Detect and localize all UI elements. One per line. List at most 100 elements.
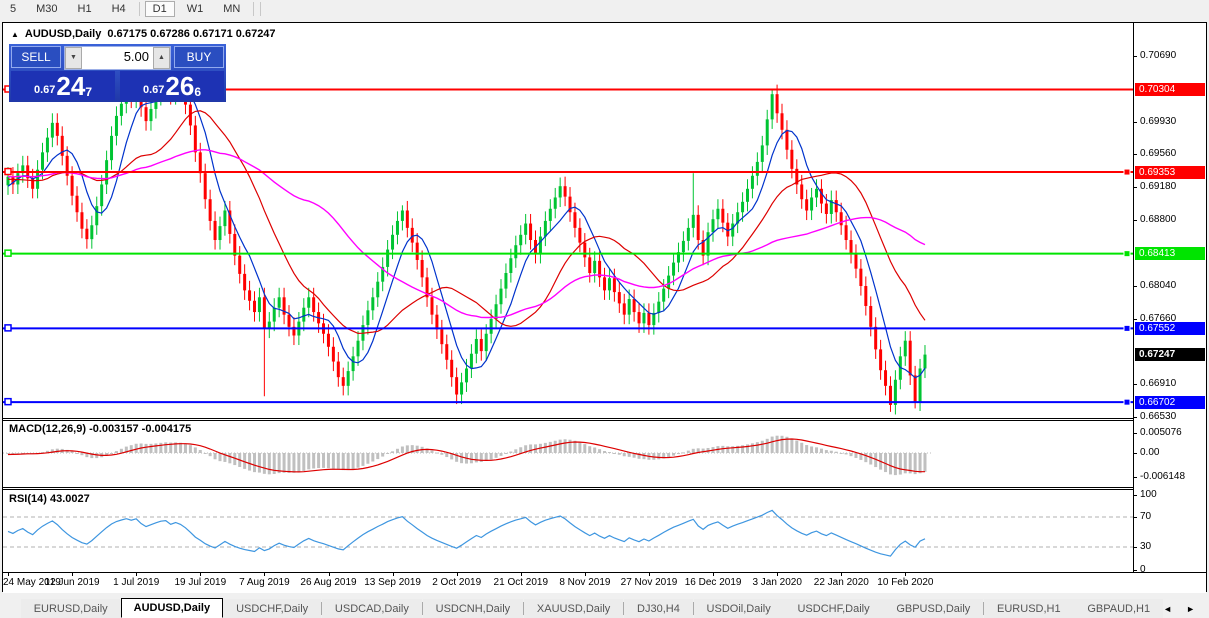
- price-axis-tick: [1133, 286, 1137, 288]
- tab-scroll-left-icon[interactable]: ◄: [1163, 604, 1173, 614]
- level-line-right-marker[interactable]: [1123, 324, 1131, 332]
- tab-usdchf-daily[interactable]: USDCHF,Daily: [784, 599, 883, 618]
- buy-price-display[interactable]: 0.67 26 6: [120, 71, 224, 100]
- tab-dj30-h4[interactable]: DJ30,H4: [624, 599, 693, 618]
- timeframe-button-w1[interactable]: W1: [186, 3, 204, 15]
- sell-price-display[interactable]: 0.67 24 7: [11, 71, 115, 100]
- date-axis-label: 1 Jul 2019: [113, 577, 160, 588]
- price-axis-tick-label: 0.68800: [1140, 214, 1177, 226]
- macd-signal-line: [7, 438, 925, 473]
- chart-title: ▲ AUDUSD,Daily 0.67175 0.67286 0.67171 0…: [11, 28, 276, 40]
- rsi-axis-tick: [1133, 494, 1137, 496]
- volume-increase-button[interactable]: ▲: [153, 47, 170, 69]
- timeframe-button-h4[interactable]: H4: [111, 3, 126, 15]
- tab-scroll-right-icon[interactable]: ►: [1186, 604, 1195, 614]
- date-axis-tick: [328, 573, 330, 576]
- tab-separator: [421, 602, 423, 615]
- level-line-left-marker[interactable]: [4, 167, 12, 176]
- level-line-left-marker[interactable]: [4, 249, 12, 257]
- level-price-label: 0.70304: [1135, 83, 1205, 96]
- date-axis-label: 22 Jan 2020: [813, 577, 869, 588]
- tab-separator: [523, 602, 524, 615]
- volume-decrease-button[interactable]: ▼: [65, 47, 82, 69]
- timeframe-button-d1[interactable]: D1: [144, 1, 175, 17]
- level-line-left-marker[interactable]: [4, 397, 12, 406]
- buy-button[interactable]: BUY: [174, 46, 224, 68]
- pane-separator[interactable]: [3, 418, 1133, 421]
- level-line-left-marker[interactable]: [4, 324, 12, 332]
- tab-eurusd-daily[interactable]: EURUSD,Daily: [20, 599, 121, 618]
- date-axis-label: 10 Feb 2020: [877, 577, 934, 588]
- price-axis-tick-label: 0.69930: [1140, 115, 1177, 127]
- price-axis-tick-label: 0.66530: [1140, 411, 1177, 423]
- macd-axis-tick: [1133, 477, 1137, 479]
- macd-axis-label: -0.006148: [1140, 471, 1186, 483]
- date-axis-tick: [456, 573, 458, 576]
- date-axis-tick: [264, 573, 266, 576]
- date-axis-tick: [584, 573, 586, 576]
- macd-histogram: [6, 435, 927, 476]
- current-price-label: 0.67247: [1135, 348, 1205, 362]
- rsi-label: RSI(14) 43.0027: [9, 493, 90, 505]
- price-axis-tick: [1133, 187, 1137, 189]
- tab-scroll-controls: ◄ ►: [1163, 604, 1209, 618]
- price-axis-tick: [1133, 121, 1137, 123]
- buy-price-prefix: 0.67: [142, 84, 165, 96]
- price-chart-pane[interactable]: [3, 23, 1133, 419]
- buy-price-big: 26: [165, 71, 195, 101]
- tab-usdcad-daily[interactable]: USDCAD,Daily: [321, 599, 422, 618]
- price-axis-divider: [1133, 23, 1134, 572]
- volume-input[interactable]: 5.00: [123, 49, 149, 64]
- pane-separator[interactable]: [3, 487, 1133, 490]
- date-axis-label: 16 Dec 2019: [684, 577, 742, 588]
- date-axis-tick: [8, 573, 9, 576]
- tab-separator: [882, 602, 884, 615]
- tab-separator: [783, 602, 785, 615]
- timeframe-button-mn[interactable]: MN: [223, 3, 241, 15]
- price-axis-tick-label: 0.68040: [1140, 280, 1177, 292]
- timeframe-button-m30[interactable]: M30: [36, 3, 58, 15]
- timeframe-button-5[interactable]: 5: [10, 3, 17, 15]
- tab-gbpaud-h1[interactable]: GBPAUD,H1: [1074, 599, 1164, 618]
- level-price-label: 0.68413: [1135, 247, 1205, 261]
- sell-button[interactable]: SELL: [11, 46, 61, 68]
- tab-usdcnh-daily[interactable]: USDCNH,Daily: [422, 599, 524, 618]
- date-axis-tick: [649, 573, 650, 576]
- tab-separator: [623, 602, 625, 615]
- sell-price-big: 24: [56, 71, 86, 101]
- date-axis-tick: [905, 573, 907, 576]
- collapse-arrow-icon[interactable]: ▲: [11, 29, 19, 39]
- date-axis-label: 12 Jun 2019: [44, 577, 100, 588]
- tab-usdchf-daily[interactable]: USDCHF,Daily: [223, 599, 322, 618]
- date-axis-label: 19 Jul 2019: [174, 577, 227, 588]
- toolbar-separator: [260, 2, 262, 16]
- level-price-label: 0.66702: [1135, 395, 1205, 409]
- timeframe-button-h1[interactable]: H1: [77, 3, 92, 15]
- price-axis-tick-label: 0.69560: [1140, 148, 1177, 160]
- tab-usdoil-daily[interactable]: USDOil,Daily: [693, 599, 784, 618]
- macd-axis-tick: [1133, 433, 1137, 434]
- macd-pane[interactable]: [3, 421, 1133, 488]
- level-line-right-marker[interactable]: [1123, 250, 1131, 258]
- price-axis-tick-label: 0.66910: [1140, 378, 1177, 390]
- date-axis-tick: [777, 573, 779, 576]
- level-line-right-marker[interactable]: [1123, 168, 1131, 176]
- tab-audusd-daily[interactable]: AUDUSD,Daily: [120, 598, 224, 618]
- price-axis-tick: [1133, 56, 1137, 57]
- date-axis-label: 3 Jan 2020: [752, 577, 802, 588]
- chart-window: ▲ AUDUSD,Daily 0.67175 0.67286 0.67171 0…: [2, 22, 1207, 593]
- macd-axis-label: 0.00: [1140, 447, 1160, 458]
- ohlc-readout: 0.67175 0.67286 0.67171 0.67247: [107, 28, 276, 40]
- date-axis-tick: [392, 573, 394, 576]
- date-axis-tick: [713, 573, 715, 576]
- rsi-pane[interactable]: [3, 490, 1133, 572]
- tab-eurusd-h1[interactable]: EURUSD,H1: [984, 599, 1074, 618]
- toolbar-separator: [138, 2, 140, 16]
- price-axis-tick: [1133, 220, 1137, 222]
- rsi-axis-label: 100: [1140, 488, 1157, 500]
- macd-label: MACD(12,26,9) -0.003157 -0.004175: [9, 423, 192, 435]
- tab-gbpusd-daily[interactable]: GBPUSD,Daily: [883, 599, 984, 618]
- tab-xauusd-daily[interactable]: XAUUSD,Daily: [523, 599, 624, 618]
- level-line-right-marker[interactable]: [1123, 398, 1131, 406]
- date-axis-label: 21 Oct 2019: [493, 577, 549, 588]
